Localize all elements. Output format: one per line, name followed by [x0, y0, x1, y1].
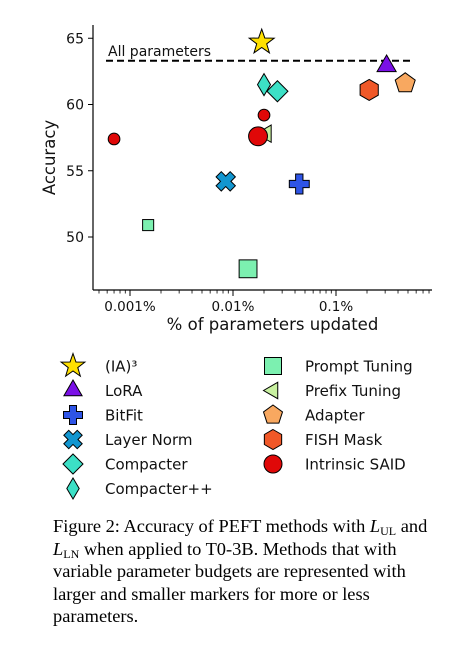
caption-label: Figure 2: — [53, 516, 120, 536]
caption-subscript-ln: LN — [63, 546, 80, 561]
legend-label-adapter: Adapter — [305, 407, 365, 425]
legend-label-bitfit: BitFit — [105, 407, 143, 425]
legend-label-compacter: Compacter++ — [105, 480, 213, 498]
legend-label-lora: LoRA — [105, 382, 143, 400]
caption-subscript-ul: UL — [380, 524, 397, 538]
point-fish-mask — [359, 78, 379, 101]
point-layer-norm — [215, 170, 237, 192]
legend-marker-fish-mask — [263, 428, 283, 451]
legend-marker-prefix-tuning — [262, 381, 279, 400]
point-compacter — [256, 72, 272, 97]
all-parameters-label: All parameters — [108, 44, 211, 60]
point-ia — [247, 27, 276, 55]
point-lora — [376, 54, 398, 73]
legend-marker-prompt-tuning — [264, 357, 282, 375]
y-axis-label: Accuracy — [40, 120, 59, 196]
data-points — [107, 27, 416, 279]
legend-marker-intrinsic-said — [263, 454, 283, 474]
scatter-chart: 50 55 60 65 0.001% 0.01% 0.1%% of parameters u… — [40, 25, 432, 500]
legend-label-layer-norm: Layer Norm — [105, 431, 193, 449]
caption-symbol-ln: L — [53, 538, 64, 559]
legend-marker-compacter — [62, 453, 84, 475]
point-prompt-tuning — [238, 259, 258, 279]
x-tick-label: 0.001% — [104, 299, 156, 315]
figure-caption: Figure 2: Accuracy of PEFT methods with … — [53, 515, 448, 628]
reference-line: All parameters — [106, 44, 414, 62]
x-tick-label: 0.1% — [319, 299, 353, 315]
legend-marker-layer-norm — [63, 429, 83, 450]
legend: (IA)³ LoRA BitFit Layer Norm Compacter Compac… — [59, 351, 413, 500]
legend-label-prefix-tuning: Prefix Tuning — [305, 382, 401, 400]
legend-marker-bitfit — [63, 405, 83, 425]
legend-marker-ia — [59, 351, 87, 378]
x-axis-label: % of parameters updated — [167, 315, 379, 334]
point-intrinsic-said — [257, 108, 271, 122]
point-bitfit — [288, 173, 310, 195]
point-intrinsic-said — [107, 132, 121, 146]
legend-marker-lora — [63, 378, 83, 397]
caption-symbol-ul: L — [369, 516, 381, 536]
legend-label-ia: (IA)³ — [105, 358, 137, 376]
point-intrinsic-said — [248, 126, 268, 147]
point-adapter — [394, 72, 416, 93]
point-prompt-tuning — [142, 219, 155, 232]
y-tick-label: 50 — [66, 230, 84, 246]
x-tick-label: 0.01% — [212, 299, 255, 315]
caption-text-1: Accuracy of PEFT methods with — [123, 516, 366, 536]
legend-label-intrinsic-said: Intrinsic SAID — [305, 456, 406, 474]
legend-label-prompt-tuning: Prompt Tuning — [305, 358, 413, 376]
y-tick-label: 65 — [66, 31, 84, 47]
legend-marker-adapter — [262, 404, 284, 424]
legend-marker-compacter — [66, 477, 80, 500]
legend-label-compacter: Compacter — [105, 456, 188, 474]
legend-label-fish-mask: FISH Mask — [305, 431, 383, 449]
y-tick-label: 60 — [66, 98, 84, 114]
caption-text-2: when applied to T0-3B. Methods that with… — [53, 538, 406, 627]
y-tick-label: 55 — [66, 164, 84, 180]
axes: 50 55 60 65 0.001% 0.01% 0.1%% of parameters u… — [40, 25, 432, 334]
caption-and: and — [400, 516, 428, 536]
point-compacter — [266, 80, 289, 103]
